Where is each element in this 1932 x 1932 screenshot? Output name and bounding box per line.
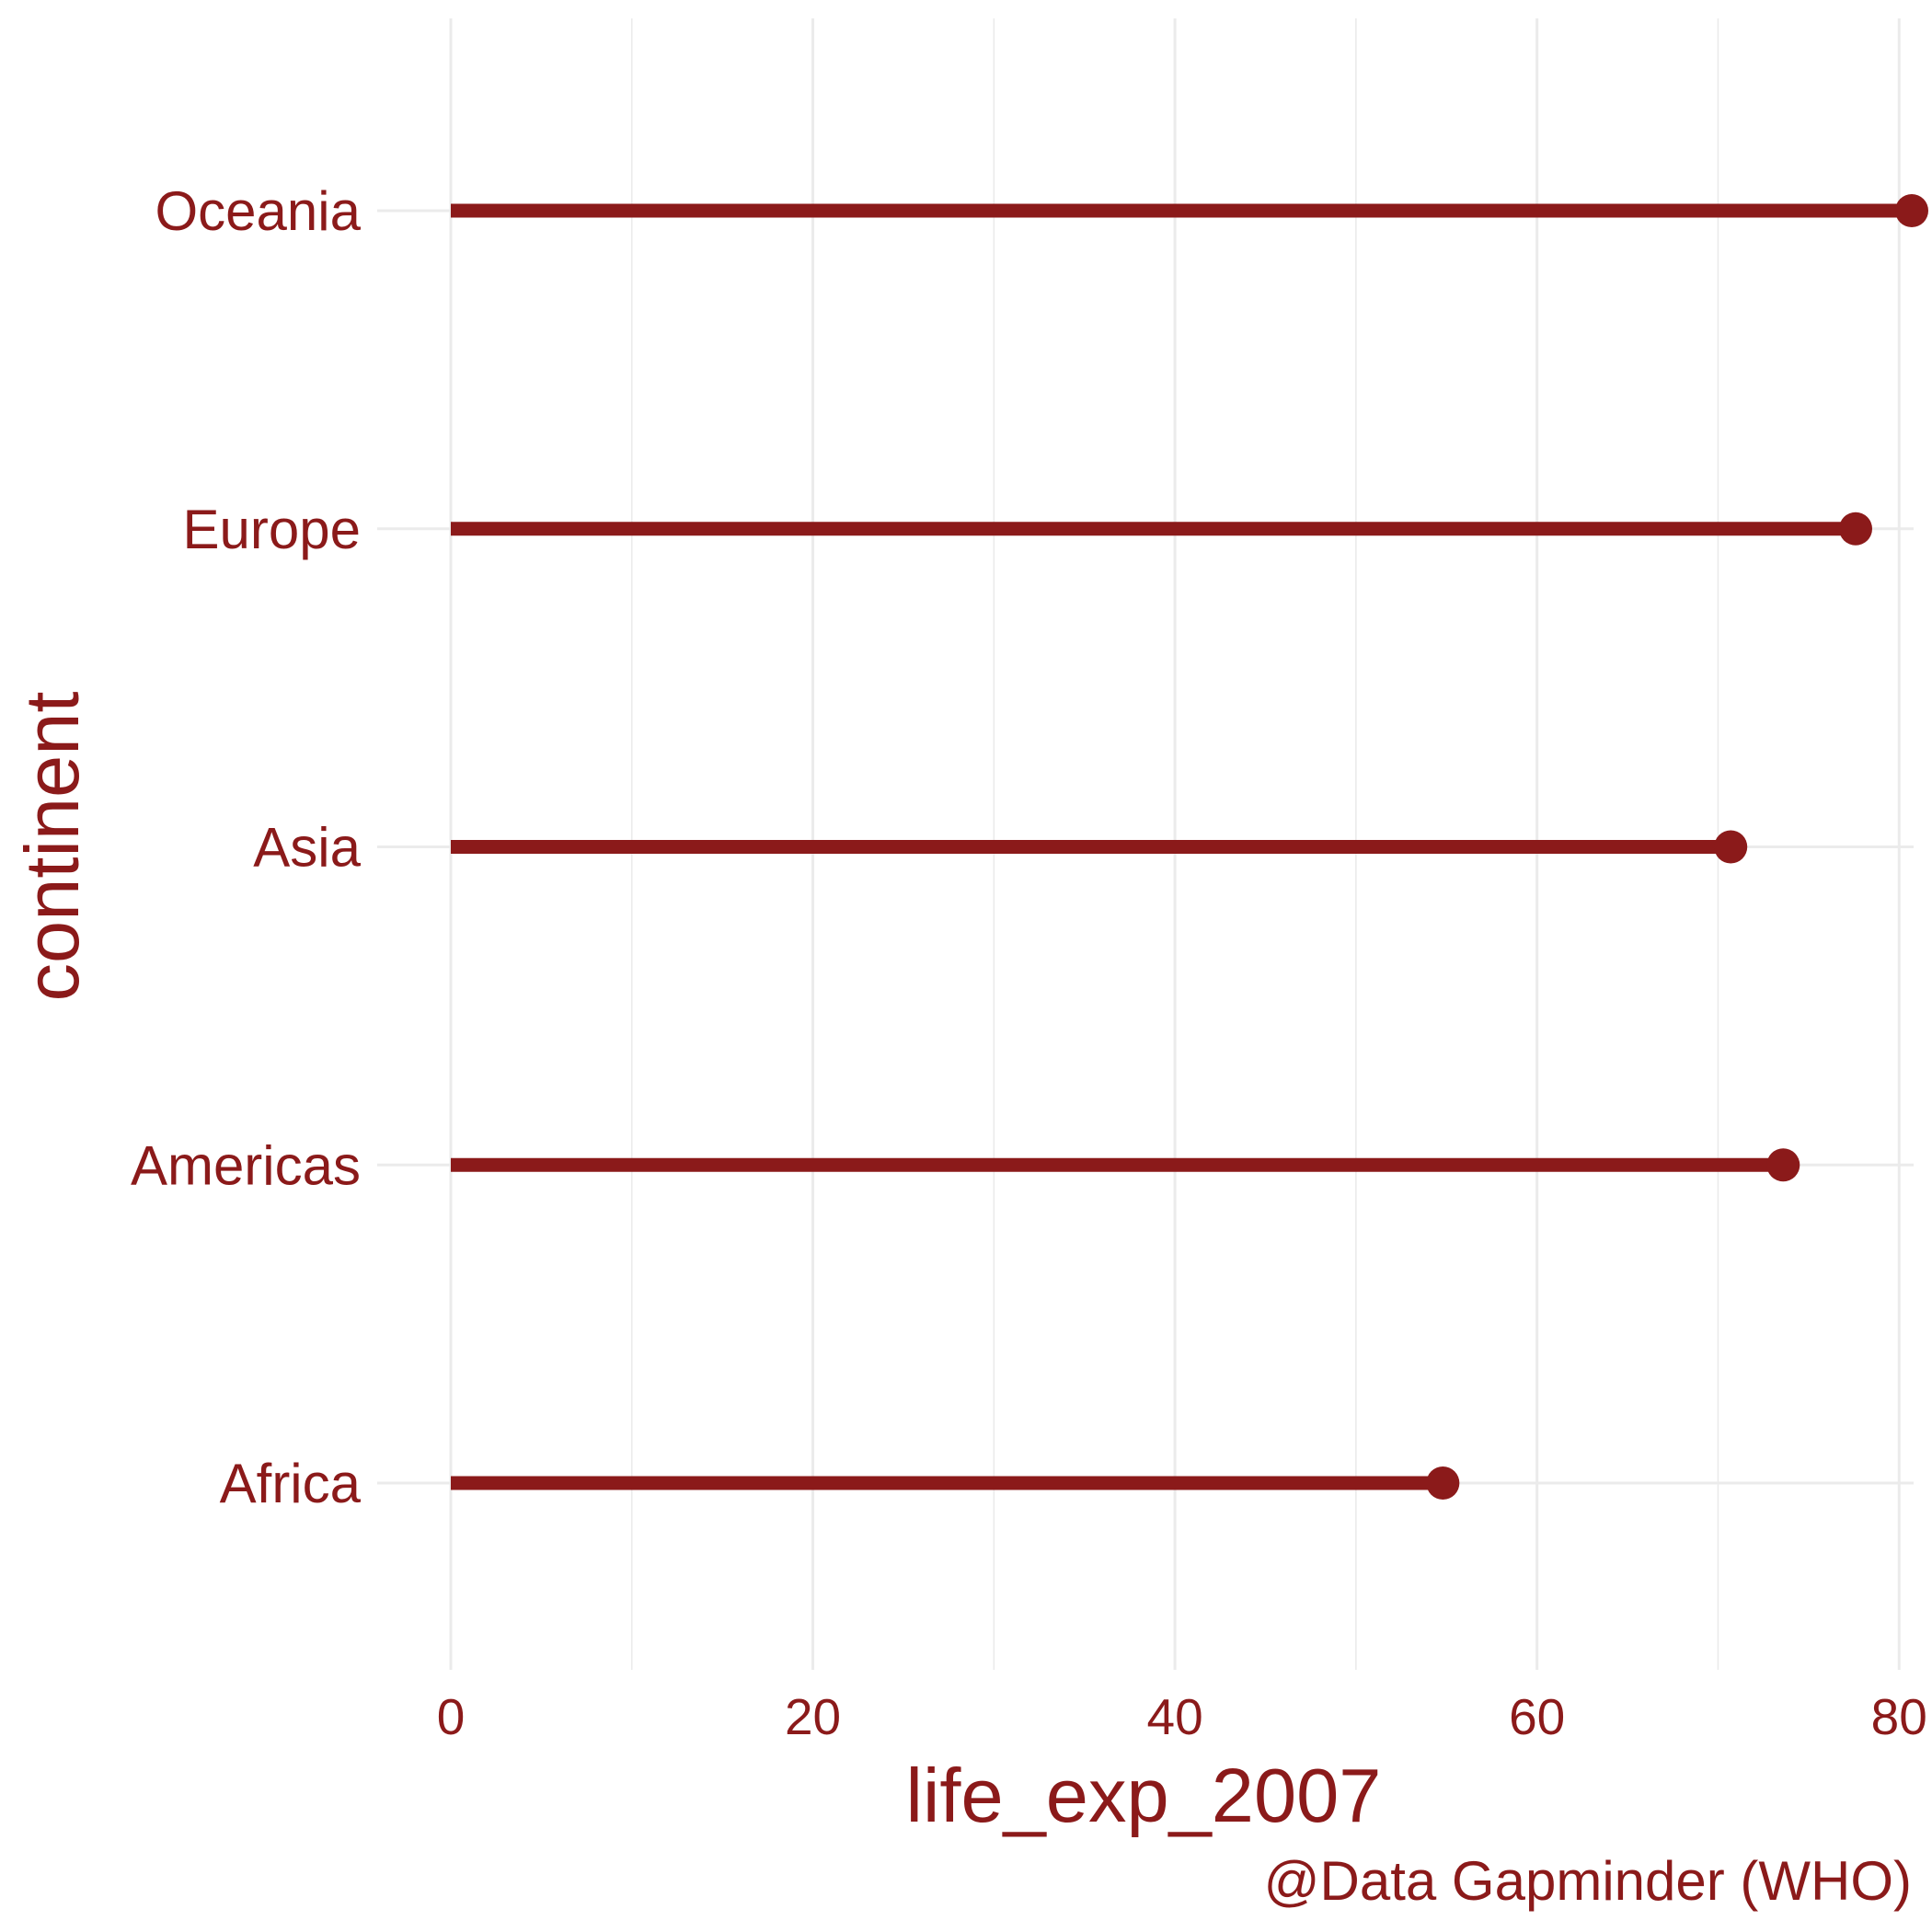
y-tick-label-europe: Europe <box>183 499 361 560</box>
lollipop-point-europe <box>1838 512 1872 546</box>
y-tick-label-africa: Africa <box>220 1453 362 1514</box>
x-axis-title: life_exp_2007 <box>906 1753 1382 1838</box>
x-tick-label: 40 <box>1147 1688 1203 1745</box>
plot-marks <box>451 194 1928 1500</box>
x-tick-label: 0 <box>437 1688 466 1745</box>
y-tick-label-asia: Asia <box>253 817 361 879</box>
lollipop-point-oceania <box>1895 194 1928 227</box>
x-tick-label: 60 <box>1509 1688 1565 1745</box>
y-axis-title: continent <box>9 692 95 1002</box>
x-tick-label: 80 <box>1871 1688 1927 1745</box>
lollipop-point-americas <box>1766 1148 1800 1182</box>
caption: @Data Gapminder (WHO) <box>1264 1850 1912 1912</box>
y-tick-label-americas: Americas <box>131 1134 361 1196</box>
y-tick-label-oceania: Oceania <box>155 180 362 242</box>
lollipop-point-africa <box>1426 1466 1460 1500</box>
axis-labels: Africa Americas Asia Europe Oceania 0 20 40 60 80 <box>131 180 1927 1745</box>
x-tick-label: 20 <box>785 1688 841 1745</box>
lollipop-point-asia <box>1714 830 1748 864</box>
